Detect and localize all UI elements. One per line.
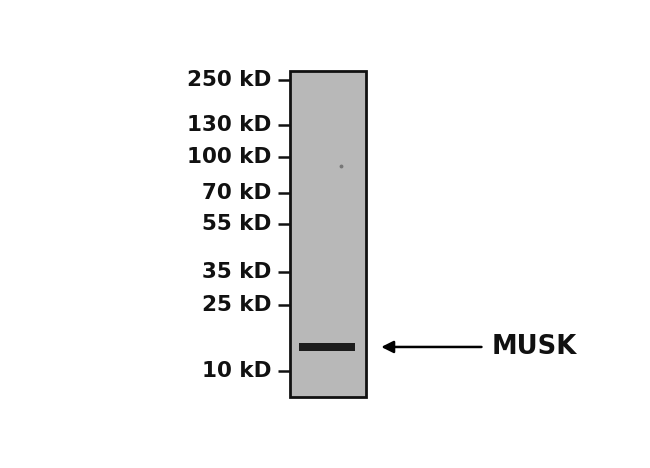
Text: 130 kD: 130 kD	[187, 115, 272, 135]
Text: MUSK: MUSK	[492, 334, 577, 360]
Text: 100 kD: 100 kD	[187, 147, 272, 167]
Bar	[300, 343, 355, 351]
Text: 55 kD: 55 kD	[202, 214, 272, 234]
Text: 250 kD: 250 kD	[187, 70, 272, 89]
Text: 25 kD: 25 kD	[202, 295, 272, 315]
Text: 35 kD: 35 kD	[202, 263, 272, 282]
Text: 70 kD: 70 kD	[202, 183, 272, 203]
Bar	[291, 71, 366, 397]
Text: 10 kD: 10 kD	[202, 361, 272, 381]
